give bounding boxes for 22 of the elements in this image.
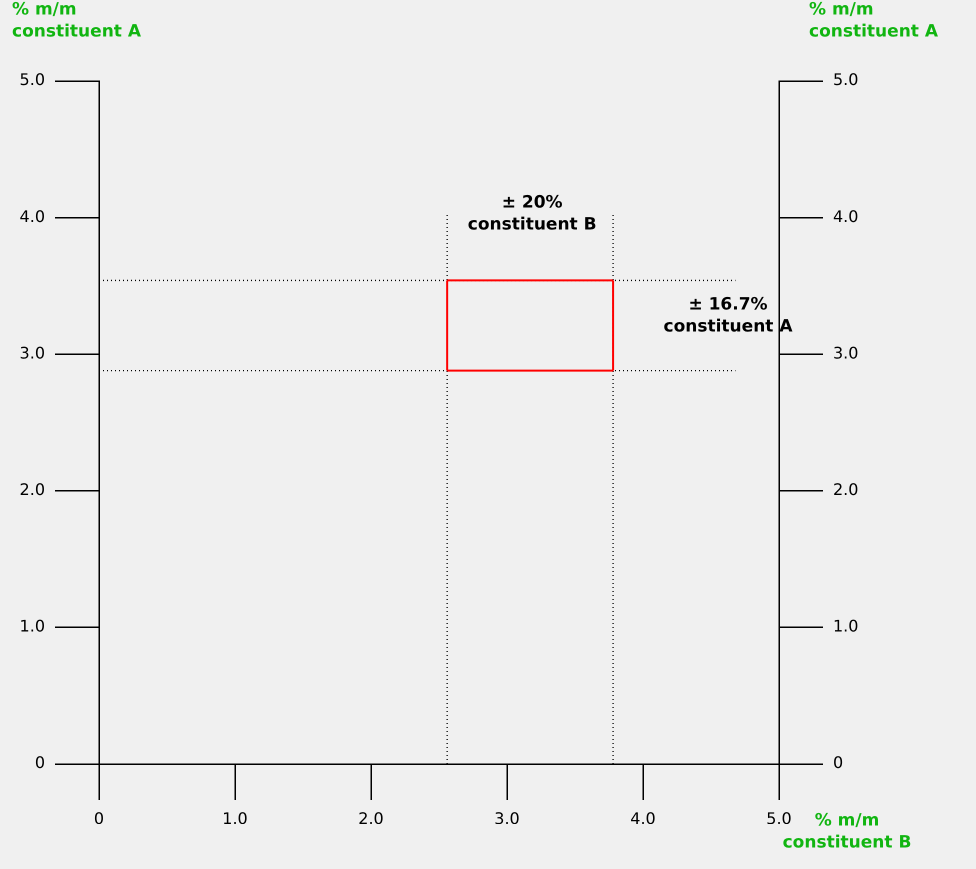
y-tick-label: 1.0 [20, 616, 45, 636]
y-tick-label: 5.0 [20, 70, 45, 90]
y-tick-label: 3.0 [20, 343, 45, 362]
y-tick-label: 4.0 [20, 206, 45, 226]
x-tick-label: 0 [94, 808, 104, 828]
x-tick-label: 4.0 [630, 808, 656, 828]
y2-axis-title: % m/m constituent A [809, 0, 939, 42]
x-tick-label: 1.0 [222, 808, 248, 828]
y2-tick-label: 0 [833, 753, 844, 772]
annotation: ± 16.7% constituent A [664, 294, 794, 336]
x-tick-label: 3.0 [494, 808, 520, 828]
y-axis-title: % m/m constituent A [12, 0, 142, 42]
y2-tick-label: 2.0 [833, 480, 858, 499]
x-tick-label: 2.0 [358, 808, 384, 828]
y-tick-label: 0 [34, 753, 45, 772]
y2-tick-label: 5.0 [833, 70, 858, 90]
y2-tick-label: 1.0 [833, 616, 858, 636]
y-tick-label: 2.0 [20, 480, 45, 499]
y2-tick-label: 3.0 [833, 343, 858, 362]
annotation: ± 20% constituent B [468, 192, 597, 235]
x-tick-label: 5.0 [766, 808, 792, 828]
y2-tick-label: 4.0 [833, 206, 858, 226]
